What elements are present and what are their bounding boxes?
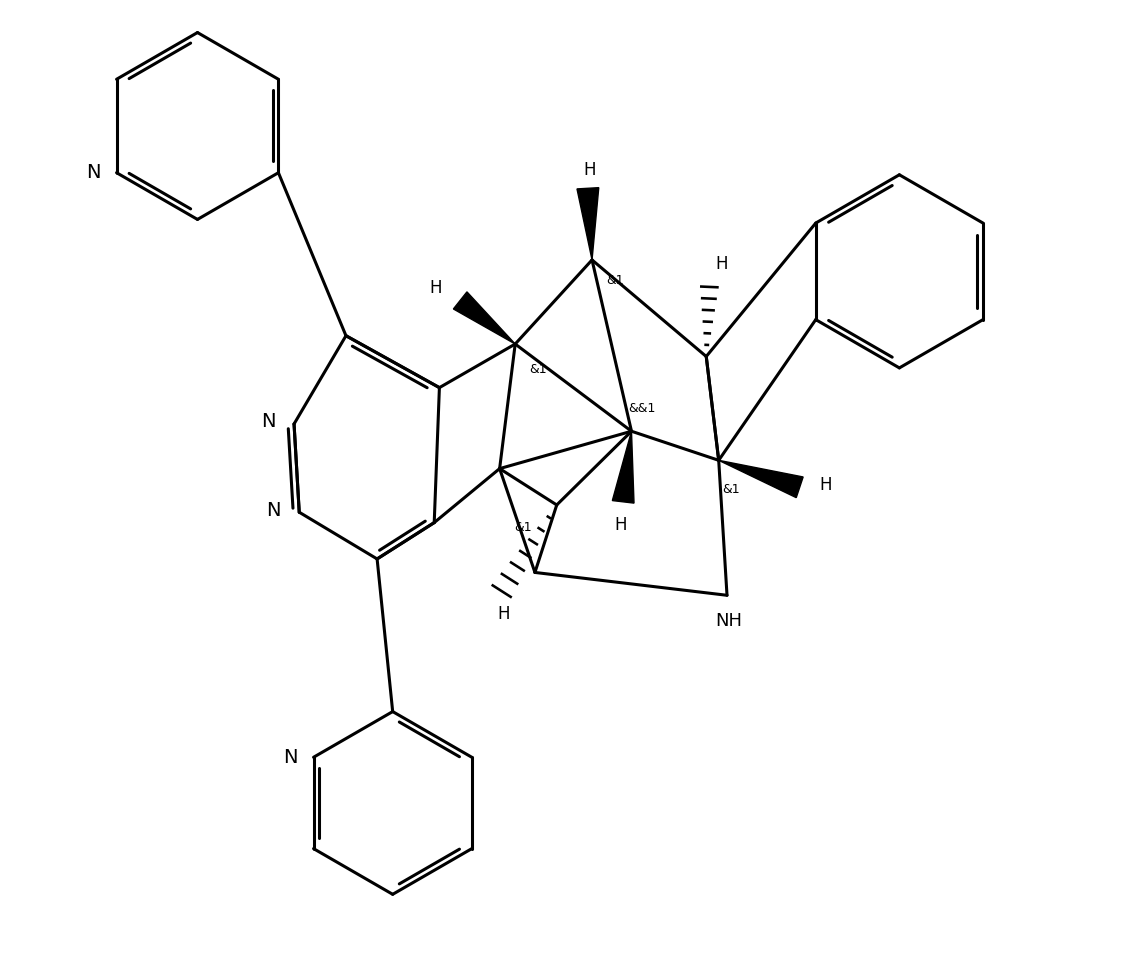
Polygon shape (719, 460, 803, 497)
Polygon shape (613, 431, 634, 503)
Text: N: N (266, 501, 281, 519)
Text: H: H (715, 255, 728, 273)
Text: H: H (429, 279, 441, 297)
Text: &1: &1 (529, 363, 547, 376)
Polygon shape (453, 292, 515, 344)
Text: &1: &1 (606, 274, 624, 287)
Polygon shape (578, 188, 599, 260)
Text: &1: &1 (514, 521, 532, 535)
Text: N: N (87, 163, 102, 182)
Text: H: H (615, 515, 627, 534)
Text: H: H (583, 161, 597, 178)
Text: H: H (819, 476, 831, 494)
Text: N: N (283, 748, 298, 766)
Text: NH: NH (715, 612, 742, 630)
Text: H: H (497, 605, 510, 623)
Text: &1: &1 (722, 483, 740, 496)
Text: N: N (261, 412, 275, 431)
Text: &&1: &&1 (628, 402, 655, 415)
